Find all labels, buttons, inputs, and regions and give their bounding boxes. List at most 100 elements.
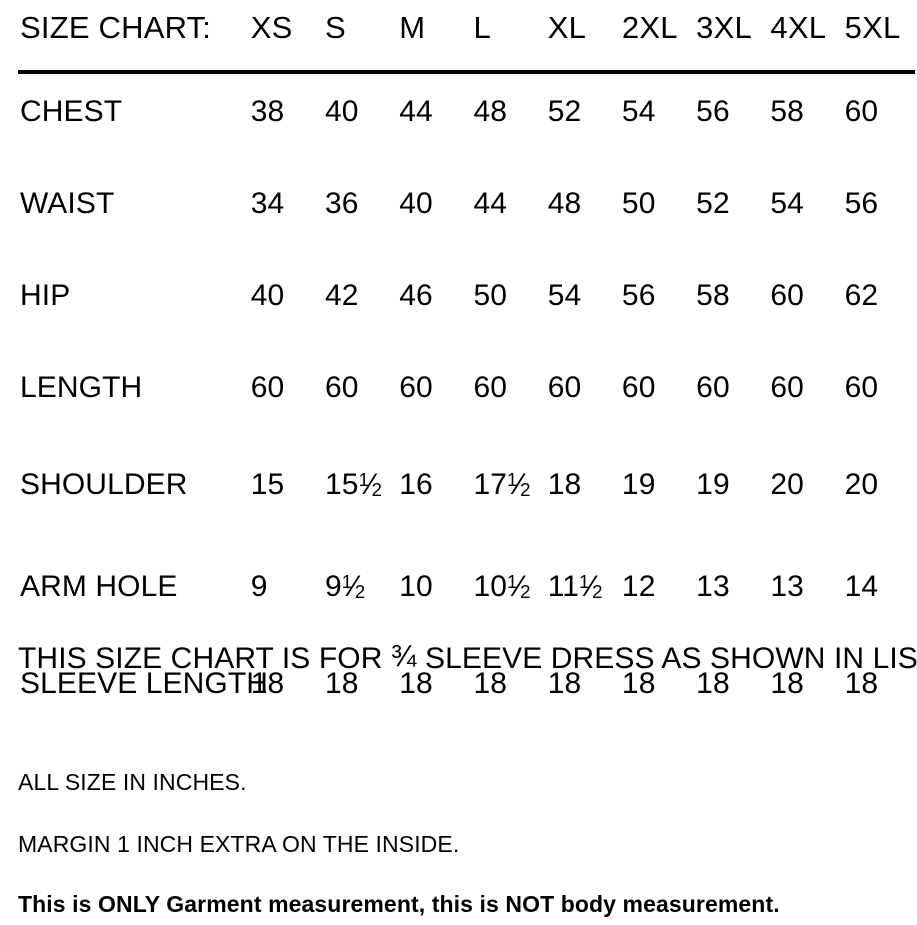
table-row-spacer-cell: [18, 524, 915, 548]
header-size-l: L: [473, 10, 491, 45]
measurement-value: 16: [399, 467, 433, 501]
measurement-value: 40: [250, 279, 285, 312]
measurement-value: 60: [250, 371, 285, 404]
measurement-value: 58: [770, 95, 804, 128]
measurement-value: 40: [324, 95, 359, 128]
measurement-cell: 58: [692, 262, 766, 330]
table-header: SIZE CHART: XS S M L XL 2XL 3XL 4XL 5XL: [18, 0, 915, 78]
measurement-cell: 171⁄2: [469, 446, 543, 524]
measurement-value: 56: [844, 187, 879, 220]
measurement-value: 40: [399, 187, 433, 220]
measurement-value: 46: [399, 279, 433, 312]
fraction-numerator: 1: [507, 571, 518, 593]
fraction-slash: ⁄: [368, 467, 374, 501]
three-quarter-fraction: ¾: [390, 639, 417, 673]
measurement-cell: 38: [247, 78, 321, 146]
measurement-value: 18: [621, 667, 656, 701]
measurement-cell: 48: [544, 170, 618, 238]
measurement-cell: 9: [247, 548, 321, 626]
measurement-value: 62: [844, 279, 879, 312]
measurement-cell: 111⁄2: [544, 548, 618, 626]
measurement-cell: 12: [618, 548, 692, 626]
header-rule-row: [18, 56, 915, 78]
measurement-value: 18: [250, 667, 285, 701]
measurement-cell: 40: [395, 170, 469, 238]
table-row: SHOULDER 15 151⁄2 16 171⁄2 18 19 19 20 20: [18, 446, 915, 524]
measurement-value: 14: [844, 569, 879, 603]
measurement-cell: 151⁄2: [321, 446, 395, 524]
measurement-cell: 13: [692, 548, 766, 626]
table-row-spacer: [18, 422, 915, 446]
measurement-cell: 50: [469, 262, 543, 330]
table-row-spacer-cell: [18, 238, 915, 262]
header-size-2xl: 2XL: [621, 10, 678, 45]
measurement-value: 50: [473, 279, 508, 312]
measurement-value: 60: [324, 371, 359, 404]
fraction: 1⁄2: [507, 570, 530, 603]
measurement-cell: 10: [395, 548, 469, 626]
measurement-cell: 60: [618, 354, 692, 422]
measurement-cell: 18: [841, 650, 915, 718]
measurement-value: 18: [473, 667, 508, 701]
measurement-value: 60: [473, 371, 508, 404]
measurement-cell: 40: [247, 262, 321, 330]
fraction-numerator: 1: [358, 469, 369, 490]
margin-note: MARGIN 1 INCH EXTRA ON THE INSIDE.: [18, 830, 460, 857]
measurement-value: 13: [770, 569, 804, 603]
fraction-denominator: 2: [354, 581, 366, 603]
fraction: 1⁄2: [342, 570, 365, 603]
measurement-value: 38: [250, 95, 285, 128]
measurement-value: 60: [547, 371, 582, 404]
measurement-cell: 60: [247, 354, 321, 422]
row-label: SHOULDER: [20, 467, 188, 501]
fraction-slash: ⁄: [588, 569, 594, 603]
size-chart-table: SIZE CHART: XS S M L XL 2XL 3XL 4XL 5XL: [18, 0, 915, 718]
measurement-value: 44: [473, 187, 508, 220]
measurement-cell: 46: [395, 262, 469, 330]
measurement-cell: 18: [544, 650, 618, 718]
row-label: LENGTH: [20, 371, 143, 404]
header-rule-cell: [18, 56, 915, 78]
measurement-cell: 54: [544, 262, 618, 330]
measurement-cell: 16: [395, 446, 469, 524]
measurement-cell: 18: [321, 650, 395, 718]
measurement-value: 17: [473, 467, 508, 501]
fraction-slash: ⁄: [516, 569, 522, 603]
measurement-value: 60: [696, 371, 730, 404]
header-size-3xl: 3XL: [696, 10, 752, 45]
table-body: CHEST 38 40 44 48 52 54 56 58 60 WAIST 34 36 40 44 48 50…: [18, 78, 915, 718]
row-label: WAIST: [20, 187, 115, 220]
table-row: HIP 40 42 46 50 54 56 58 60 62: [18, 262, 915, 330]
measurement-cell: 18: [618, 650, 692, 718]
measurement-value: 42: [324, 279, 359, 312]
measurement-cell: 54: [618, 78, 692, 146]
measurement-cell: 20: [841, 446, 915, 524]
table-row-spacer-cell: [18, 146, 915, 170]
measurement-cell: 15: [247, 446, 321, 524]
measurement-cell: 19: [618, 446, 692, 524]
measurement-cell: 18: [766, 650, 840, 718]
measurement-cell: 40: [321, 78, 395, 146]
notes-gap-two: [18, 797, 908, 829]
measurement-cell: 62: [841, 262, 915, 330]
fraction: 1⁄2: [359, 468, 382, 501]
measurement-value: 60: [770, 279, 804, 312]
measurement-cell: 54: [766, 170, 840, 238]
measurement-value: 54: [621, 95, 656, 128]
measurement-cell: 14: [841, 548, 915, 626]
measurement-value: 44: [399, 95, 433, 128]
measurement-value: 9: [324, 569, 342, 603]
measurement-cell: 13: [766, 548, 840, 626]
fraction-denominator: 2: [592, 581, 603, 603]
measurement-cell: 36: [321, 170, 395, 238]
measurement-value: 54: [770, 187, 804, 220]
measurement-cell: 18: [692, 650, 766, 718]
measurement-value: 18: [844, 667, 879, 701]
measurement-cell: 91⁄2: [321, 548, 395, 626]
row-label: CHEST: [20, 95, 123, 128]
measurement-cell: 60: [766, 262, 840, 330]
measurement-cell: 60: [841, 78, 915, 146]
fraction-numerator: 1: [507, 469, 518, 490]
measurement-value: 18: [324, 667, 359, 701]
